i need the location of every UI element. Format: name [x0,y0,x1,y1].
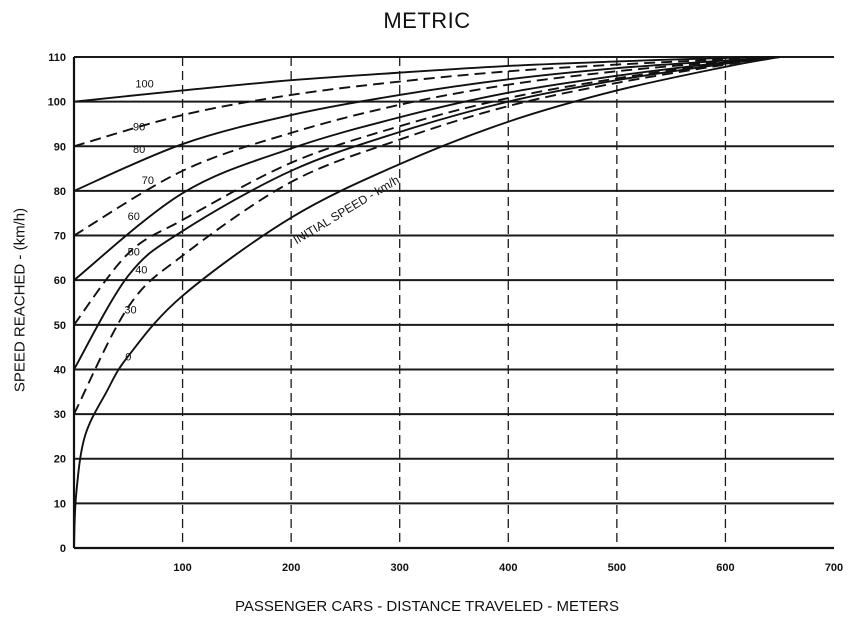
grid [74,56,834,548]
y-tick-label: 110 [48,52,66,64]
curve-label-90: 90 [133,122,145,134]
y-tick-label: 20 [54,454,66,466]
y-tick-label: 0 [60,543,66,555]
series-line-50 [73,56,780,326]
y-tick-label: 10 [54,498,66,510]
x-tick-label: 500 [608,562,626,574]
series-line-80 [73,56,780,192]
x-tick-label: 700 [825,562,843,574]
chart-title: METRIC [383,8,471,33]
curve-label-60: 60 [128,211,140,223]
x-tick-label: 400 [499,562,517,574]
x-tick-label: 600 [716,562,734,574]
y-tick-label: 50 [54,320,66,332]
series-line-70 [73,56,780,237]
x-tick-label: 100 [173,562,191,574]
axes [72,57,834,550]
y-tick-label: 70 [54,231,66,243]
series-line-100 [73,56,780,103]
curve-label-40: 40 [135,264,147,276]
y-tick-label: 60 [54,275,66,287]
curve-label-30: 30 [124,305,136,317]
curve-label-50: 50 [128,247,140,259]
y-tick-label: 40 [54,364,66,376]
series-line-0 [73,56,780,549]
y-tick-label: 100 [48,97,66,109]
x-tick-label: 200 [282,562,300,574]
curve-label-100: 100 [135,78,153,90]
series-line-90 [73,56,780,148]
curve-label-70: 70 [142,175,154,187]
series-line-40 [73,56,780,370]
series-line-30 [73,56,780,415]
curve-label-0: 0 [125,352,131,364]
curve-labels: 100 90 80 70 60 50 40 30 0 [124,78,154,363]
x-tick-label: 300 [391,562,409,574]
series-line-60 [73,56,780,281]
y-axis-label: SPEED REACHED - (km/h) [11,207,29,393]
curve-label-80: 80 [133,144,145,156]
y-tick-label: 30 [54,409,66,421]
x-axis-label: PASSENGER CARS - DISTANCE TRAVELED - MET… [235,598,619,615]
y-tick-label: 90 [54,141,66,153]
series [73,56,780,549]
y-tick-label: 80 [54,186,66,198]
